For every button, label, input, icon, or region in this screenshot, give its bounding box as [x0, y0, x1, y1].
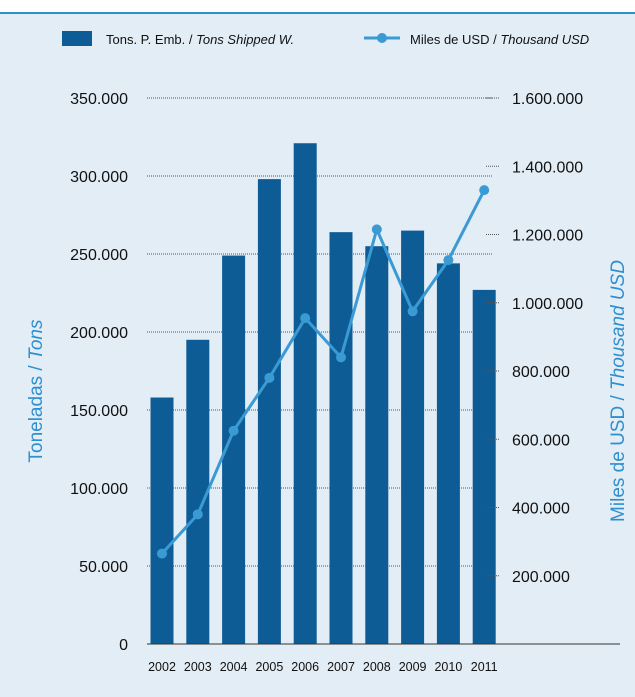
usd-point: [443, 255, 454, 266]
legend-line-label: Miles de USD / Thousand USD: [410, 32, 589, 47]
left-axis: 0 50.000 100.000 150.000 200.000 250.000 300.0…: [70, 91, 128, 654]
usd-point: [336, 352, 346, 363]
left-tick-label: 100.000: [70, 481, 128, 498]
legend: Tons. P. Emb. / Tons Shipped W. Miles de…: [62, 31, 589, 47]
x-tick-label: 2007: [327, 660, 355, 674]
right-tick-label: 1.600.000: [512, 91, 583, 108]
bar: [150, 397, 174, 644]
top-rule: [0, 12, 635, 14]
x-tick-label: 2003: [184, 660, 212, 674]
right-tick-label: 800.000: [512, 364, 570, 381]
right-tick-label: 200.000: [512, 569, 570, 586]
legend-bar-swatch: [62, 31, 92, 46]
bar: [222, 255, 246, 644]
usd-point: [371, 224, 382, 235]
legend-line-label-main: Miles de USD /: [410, 32, 500, 47]
chart-panel: [0, 14, 635, 697]
usd-point: [228, 425, 239, 436]
left-tick-label: 350.000: [70, 91, 128, 108]
x-tick-label: 2005: [255, 660, 283, 674]
usd-line: [160, 189, 486, 555]
left-tick-label: 50.000: [79, 559, 128, 576]
right-axis-title-italic: Thousand USD: [608, 260, 629, 390]
left-tick-label: 200.000: [70, 325, 128, 342]
x-tick-label: 2009: [399, 660, 427, 674]
bar: [293, 143, 317, 645]
bar: [365, 246, 389, 644]
left-axis-title-main: Toneladas /: [26, 360, 47, 462]
x-tick-label: 2006: [291, 660, 319, 674]
left-axis-title-italic: Tons: [26, 319, 47, 360]
left-tick-label: 250.000: [70, 247, 128, 264]
usd-point: [407, 306, 418, 317]
usd-point: [192, 509, 203, 520]
left-tick-label: 150.000: [70, 403, 128, 420]
left-tick-label: 300.000: [70, 169, 128, 186]
usd-point: [157, 548, 167, 559]
legend-bar-label: Tons. P. Emb. / Tons Shipped W.: [106, 32, 294, 47]
right-tick-label: 1.400.000: [512, 159, 583, 176]
usd-point: [264, 372, 275, 383]
bar: [257, 179, 281, 644]
legend-line-marker: [377, 33, 387, 43]
bar-layer: [150, 143, 496, 645]
x-axis: 2002 2003 2004 2005 2006 2007 2008 2009 2010 2011: [147, 643, 620, 674]
left-axis-title: Toneladas / Tons: [26, 319, 47, 462]
usd-point: [300, 313, 311, 324]
x-tick-label: 2002: [148, 660, 176, 674]
bar: [436, 263, 460, 644]
right-tick-label: 1.000.000: [512, 296, 583, 313]
legend-bar-label-main: Tons. P. Emb. /: [106, 32, 196, 47]
x-tick-label: 2008: [363, 660, 391, 674]
right-axis-title: Miles de USD / Thousand USD: [608, 260, 629, 522]
legend-line-label-italic: Thousand USD: [500, 32, 589, 47]
usd-point: [479, 185, 490, 196]
legend-bar-label-italic: Tons Shipped W.: [196, 32, 294, 47]
right-tick-label: 400.000: [512, 501, 570, 518]
right-axis-title-main: Miles de USD /: [608, 390, 629, 522]
line-layer: [157, 185, 490, 559]
x-tick-label: 2011: [471, 660, 498, 674]
x-tick-label: 2010: [434, 660, 462, 674]
left-tick-label: 0: [119, 637, 128, 654]
right-tick-label: 1.200.000: [512, 228, 583, 245]
x-tick-label: 2004: [220, 660, 248, 674]
right-tick-label: 600.000: [512, 432, 570, 449]
right-axis: 200.000 400.000 600.000 800.000 1.000.000 1.2…: [486, 91, 583, 586]
bar: [186, 339, 210, 644]
bar: [472, 289, 496, 644]
bar: [329, 232, 353, 644]
bar: [401, 230, 425, 644]
